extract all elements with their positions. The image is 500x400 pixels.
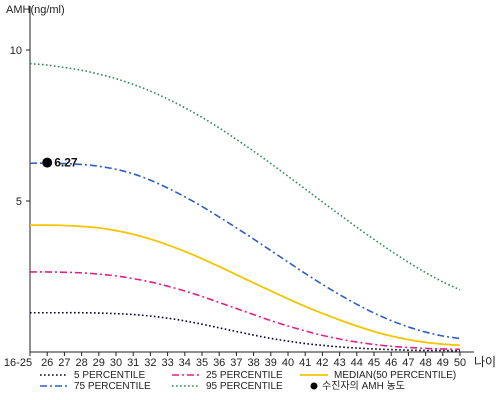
legend: 5 PERCENTILE 25 PERCENTILE MEDIAN(50 PERCE…: [40, 370, 456, 392]
x-tick-label: 46: [385, 357, 397, 369]
legend-label: 95 PERCENTILE: [206, 381, 283, 392]
x-tick-label: 31: [127, 357, 139, 369]
x-tick-label: 50: [454, 357, 466, 369]
x-tick-label: 30: [110, 357, 122, 369]
x-tick-label: 37: [230, 357, 242, 369]
x-tick-label: 40: [282, 357, 294, 369]
series-line: [29, 224, 461, 347]
x-tick-label: 28: [75, 357, 87, 369]
series-lines: [29, 62, 461, 352]
patient-marker: 6.27: [42, 156, 78, 170]
legend-dot-swatch: [310, 382, 318, 390]
legend-label: 수진자의 AMH 농도: [322, 380, 405, 392]
y-axis-title: AMH(ng/ml): [6, 4, 65, 16]
x-tick-label: 16-25: [4, 357, 32, 369]
x-tick-label: 34: [179, 357, 191, 369]
x-ticks: 16-25 26 27 28 29 30 31 32 33 34 35 36 37 38 39 40 41 42 4…: [4, 352, 466, 369]
series-line: [29, 162, 461, 340]
y-tick-label: 5: [16, 196, 22, 208]
legend-label: 25 PERCENTILE: [206, 370, 283, 381]
x-tick-label: 45: [368, 357, 380, 369]
x-tick-label: 41: [299, 357, 311, 369]
x-tick-label: 49: [437, 357, 449, 369]
legend-label: 75 PERCENTILE: [74, 381, 151, 392]
y-tick-label: 10: [10, 45, 22, 57]
x-tick-label: 43: [333, 357, 345, 369]
series-line: [29, 271, 461, 351]
x-tick-label: 33: [161, 357, 173, 369]
patient-value-dot: [42, 157, 53, 168]
legend-label: MEDIAN(50 PERCENTILE): [334, 370, 456, 381]
x-tick-label: 39: [265, 357, 277, 369]
patient-value-label: 6.27: [54, 156, 78, 170]
x-tick-label: 35: [196, 357, 208, 369]
x-tick-label: 48: [419, 357, 431, 369]
x-tick-label: 27: [58, 357, 70, 369]
series-line: [30, 311, 461, 352]
x-tick-label: 36: [213, 357, 225, 369]
x-tick-label: 42: [316, 357, 328, 369]
y-ticks: 5 10: [10, 45, 30, 208]
x-tick-label: 38: [247, 357, 259, 369]
x-axis-title: 나이: [474, 355, 496, 369]
series-line: [29, 62, 461, 291]
x-tick-label: 47: [402, 357, 414, 369]
x-tick-label: 26: [41, 357, 53, 369]
x-tick-label: 32: [144, 357, 156, 369]
x-tick-label: 44: [351, 357, 363, 369]
x-tick-label: 29: [93, 357, 105, 369]
legend-label: 5 PERCENTILE: [74, 370, 145, 381]
